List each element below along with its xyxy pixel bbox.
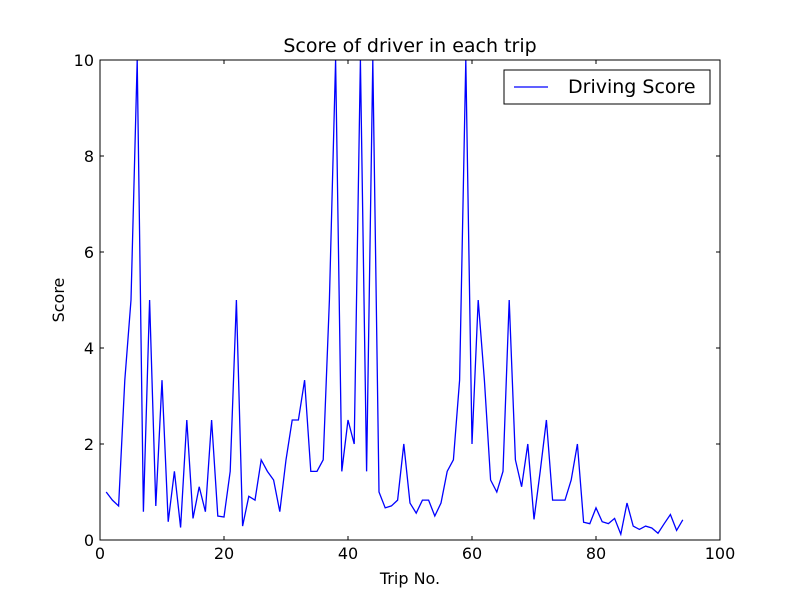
y-tick-label: 8 xyxy=(84,147,94,166)
x-tick-label: 40 xyxy=(338,544,358,563)
x-tick-label: 0 xyxy=(95,544,105,563)
x-tick-label: 60 xyxy=(462,544,482,563)
chart-title: Score of driver in each trip xyxy=(283,35,536,57)
y-tick-label: 0 xyxy=(84,531,94,550)
x-axis-ticks: 0 20 40 60 80 100 xyxy=(95,60,735,563)
y-tick-label: 6 xyxy=(84,243,94,262)
legend: Driving Score xyxy=(503,69,711,105)
y-tick-label: 2 xyxy=(84,435,94,454)
y-tick-label: 4 xyxy=(84,339,94,358)
plot-area-frame xyxy=(99,59,721,541)
x-tick-label: 80 xyxy=(586,544,606,563)
x-axis-label: Trip No. xyxy=(379,569,440,588)
driving-score-line xyxy=(105,59,684,537)
x-tick-label: 100 xyxy=(705,544,736,563)
y-axis-ticks: 0 2 4 6 8 10 xyxy=(74,51,720,550)
y-tick-label: 10 xyxy=(74,51,94,70)
legend-label: Driving Score xyxy=(568,76,696,98)
y-axis-label: Score xyxy=(49,278,68,323)
x-tick-label: 20 xyxy=(214,544,234,563)
